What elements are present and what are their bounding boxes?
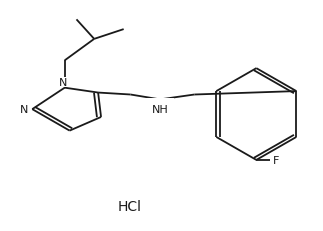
Text: N: N — [20, 105, 28, 115]
Text: HCl: HCl — [118, 199, 142, 213]
Text: NH: NH — [152, 104, 168, 114]
Text: F: F — [273, 155, 279, 165]
Text: N: N — [59, 78, 67, 88]
